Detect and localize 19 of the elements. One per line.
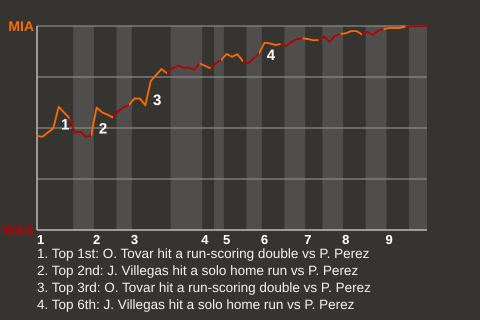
annotation: 1 xyxy=(60,116,70,134)
text: MIA xyxy=(8,18,34,34)
x-tick-label: 1 xyxy=(37,232,44,247)
text: 2. Top 2nd: J. Villegas hit a solo home run vs P. Perez xyxy=(37,263,358,278)
x-tick-label: 5 xyxy=(222,232,230,247)
annotation: 4 xyxy=(266,47,276,64)
x-tick-label: 9 xyxy=(385,232,393,247)
annotation: 2 xyxy=(98,120,108,138)
text: 1. Top 1st: O. Tovar hit a run-scoring double vs P. Perez xyxy=(37,246,370,261)
annotation: 3 xyxy=(153,92,162,110)
x-tick-label: 6 xyxy=(260,232,268,247)
text: WAS xyxy=(2,222,34,238)
x-tick-label: 8 xyxy=(342,232,350,247)
x-tick-label: 4 xyxy=(201,232,210,247)
x-tick-label: 7 xyxy=(304,232,312,247)
text: 4. Top 6th: J. Villegas hit a solo home run vs P. Perez xyxy=(37,297,355,312)
x-tick-label: 3 xyxy=(130,232,138,247)
text: 3. Top 3rd: O. Tovar hit a run-scoring double vs P. Perez xyxy=(37,280,372,295)
x-tick-label: 2 xyxy=(92,232,100,247)
